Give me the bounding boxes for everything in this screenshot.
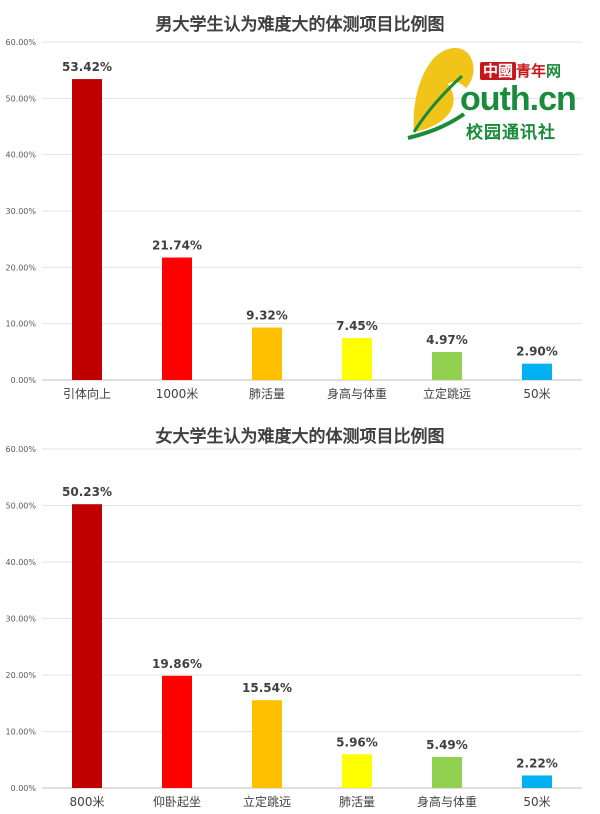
male-data-label: 7.45% [336, 319, 378, 333]
female-bar [432, 756, 462, 788]
female-category-label: 800米 [70, 795, 105, 809]
female-y-tick-label: 50.00% [5, 502, 36, 511]
logo-domain-text: outh.cn [460, 80, 577, 118]
male-category-label: 50米 [523, 387, 550, 401]
female-data-label: 5.96% [336, 735, 378, 749]
male-category-label: 身高与体重 [327, 386, 387, 401]
youth-cn-logo: 中國 青年网 outh.cn 校园通讯社 [404, 36, 590, 143]
logo-subtitle: 校园通讯社 [466, 123, 556, 143]
female-category-label: 仰卧起坐 [153, 794, 201, 809]
male-bar [162, 257, 192, 380]
male-bar [432, 352, 462, 380]
female-y-tick-label: 40.00% [5, 558, 36, 567]
male-category-label: 1000米 [156, 387, 199, 401]
female-category-label: 身高与体重 [417, 794, 477, 809]
male-bar [72, 79, 102, 381]
female-category-label: 50米 [523, 795, 550, 809]
male-bar [342, 338, 372, 380]
female-data-label: 19.86% [152, 657, 202, 671]
male-y-tick-label: 30.00% [5, 207, 36, 216]
female-bar [162, 675, 192, 788]
female-bar-chart: 0.00% 10.00% 20.00% 30.00% 40.00% 50.00% 60.00… [5, 445, 582, 809]
male-category-label: 立定跳远 [423, 386, 471, 401]
male-data-label: 9.32% [246, 308, 288, 322]
female-bar [252, 700, 282, 788]
male-y-tick-label: 20.00% [5, 263, 36, 272]
female-category-label: 立定跳远 [243, 794, 291, 809]
male-category-label: 肺活量 [249, 387, 285, 401]
male-y-tick-label: 10.00% [5, 320, 36, 329]
male-y-tick-label: 50.00% [5, 94, 36, 103]
female-y-tick-label: 10.00% [5, 728, 36, 737]
male-bar [252, 327, 282, 380]
female-bar [72, 504, 102, 788]
male-chart-panel: 男大学生认为难度大的体测项目比例图 0.00% 10.00% 20.00% 30.00… [5, 15, 590, 401]
male-data-label: 2.90% [516, 345, 558, 359]
ginkgo-leaf-icon [407, 48, 474, 140]
female-bar [342, 754, 372, 788]
male-bar [522, 363, 552, 380]
male-bar-chart: 0.00% 10.00% 20.00% 30.00% 40.00% 50.00% 60.00… [5, 38, 582, 401]
male-y-tick-label: 40.00% [5, 151, 36, 160]
female-data-label: 50.23% [62, 485, 112, 499]
logo-brand-text: 中國 青年网 [480, 60, 561, 81]
female-data-label: 2.22% [516, 756, 558, 770]
male-data-label: 4.97% [426, 333, 468, 347]
male-category-label: 引体向上 [63, 386, 111, 401]
female-y-tick-label: 20.00% [5, 671, 36, 680]
male-chart-title: 男大学生认为难度大的体测项目比例图 [155, 15, 445, 35]
female-y-tick-label: 30.00% [5, 615, 36, 624]
male-y-tick-label: 0.00% [11, 376, 37, 385]
male-data-label: 21.74% [152, 239, 202, 253]
male-data-label: 53.42% [62, 60, 112, 74]
female-data-label: 5.49% [426, 738, 468, 752]
male-y-tick-label: 60.00% [5, 38, 36, 47]
female-chart-panel: 女大学生认为难度大的体测项目比例图 0.00% 10.00% 20.00% 30.00… [0, 407, 600, 814]
female-y-tick-label: 0.00% [11, 784, 37, 793]
female-category-label: 肺活量 [339, 795, 375, 809]
female-chart-title: 女大学生认为难度大的体测项目比例图 [155, 427, 445, 447]
female-y-tick-label: 60.00% [5, 445, 36, 454]
female-bar [522, 775, 552, 788]
female-data-label: 15.54% [242, 681, 292, 695]
